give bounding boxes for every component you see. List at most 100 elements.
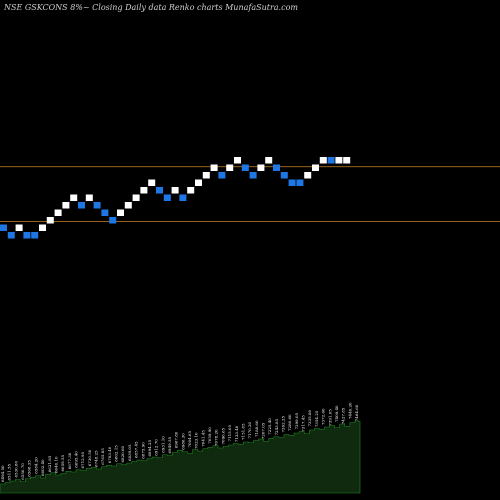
down-brick-12 — [93, 202, 101, 209]
down-brick-13 — [101, 209, 109, 216]
volume-label-34: 7115.05 — [227, 425, 232, 442]
volume-label-16: 6783.40 — [107, 446, 112, 463]
up-brick-22 — [171, 187, 179, 194]
down-brick-37 — [288, 179, 296, 186]
volume-label-10: 6677.30 — [67, 452, 72, 469]
down-brick-4 — [31, 232, 39, 239]
down-brick-28 — [218, 172, 226, 179]
up-brick-40 — [312, 164, 319, 171]
up-brick-39 — [304, 172, 312, 179]
volume-label-7: 6621.85 — [47, 455, 52, 472]
down-brick-36 — [280, 172, 288, 179]
up-brick-18 — [140, 187, 148, 194]
volume-label-0: 6494.50 — [0, 465, 5, 482]
volume-label-13: 6730.50 — [87, 449, 92, 466]
volume-label-6: 6602.40 — [40, 459, 45, 476]
volume-label-40: 7225.40 — [267, 418, 272, 435]
volume-label-36: 7151.85 — [240, 423, 245, 440]
volume-label-1: 6511.55 — [7, 464, 12, 481]
up-brick-6 — [46, 217, 54, 224]
down-brick-21 — [163, 194, 171, 201]
volume-label-12: 6712.95 — [80, 452, 85, 469]
up-brick-27 — [210, 164, 218, 171]
up-brick-33 — [257, 164, 265, 171]
down-brick-31 — [241, 164, 249, 171]
volume-label-11: 6695.40 — [73, 451, 78, 468]
up-brick-7 — [54, 209, 62, 216]
volume-label-18: 6820.60 — [120, 446, 125, 463]
down-brick-38 — [296, 179, 304, 186]
up-brick-24 — [187, 187, 195, 194]
up-brick-29 — [226, 164, 234, 171]
down-brick-10 — [78, 202, 85, 209]
volume-label-4: 6568.35 — [27, 460, 32, 477]
up-brick-8 — [62, 202, 70, 209]
up-brick-19 — [148, 179, 156, 186]
up-brick-26 — [202, 172, 210, 179]
volume-label-31: 7059.90 — [207, 427, 212, 444]
up-brick-25 — [195, 179, 202, 186]
up-brick-5 — [39, 224, 46, 231]
volume-label-20: 6857.45 — [134, 441, 139, 458]
up-brick-9 — [70, 194, 78, 201]
reference-lines — [0, 166, 500, 222]
up-brick-44 — [343, 157, 351, 164]
down-brick-35 — [273, 164, 280, 171]
volume-label-17: 6802.15 — [114, 445, 119, 462]
volume-label-51: 7427.85 — [341, 407, 346, 424]
volume-label-21: 6875.90 — [140, 442, 145, 459]
volume-label-32: 7078.20 — [214, 429, 219, 446]
volume-label-9: 6659.55 — [60, 455, 65, 472]
up-brick-15 — [117, 209, 124, 216]
up-brick-34 — [265, 157, 273, 164]
volume-label-14: 6748.25 — [94, 450, 99, 467]
volume-label-43: 7280.60 — [287, 414, 292, 431]
volume-label-49: 7391.05 — [327, 409, 332, 426]
renko-bricks — [0, 157, 351, 239]
volume-label-22: 6894.25 — [147, 440, 152, 457]
volume-label-50: 7409.40 — [334, 405, 339, 422]
down-brick-3 — [23, 232, 31, 239]
up-brick-16 — [124, 202, 132, 209]
chart-title: NSE GSKCONS 8%~ Closing Daily data Renko… — [3, 3, 298, 12]
volume-label-33: 7096.65 — [220, 428, 225, 445]
volume-label-41: 7243.85 — [274, 419, 279, 436]
down-brick-1 — [7, 232, 15, 239]
volume-label-27: 6986.30 — [180, 433, 185, 450]
volume-label-19: 6839.05 — [127, 444, 132, 461]
up-brick-43 — [335, 157, 343, 164]
volume-label-24: 6931.10 — [160, 436, 165, 453]
volume-label-26: 6967.80 — [174, 431, 179, 448]
volume-label-47: 7354.25 — [314, 410, 319, 427]
up-brick-2 — [15, 224, 23, 231]
volume-label-3: 6550.70 — [20, 463, 25, 480]
up-brick-41 — [319, 157, 327, 164]
up-brick-11 — [85, 194, 93, 201]
volume-label-28: 7004.65 — [187, 431, 192, 448]
volume-label-45: 7317.45 — [301, 415, 306, 432]
volume-label-44: 7299.05 — [294, 413, 299, 430]
volume-label-52: 7446.20 — [347, 402, 352, 419]
down-brick-23 — [179, 194, 187, 201]
volume-label-46: 7335.80 — [307, 410, 312, 427]
volume-label-2: 6530.80 — [13, 461, 18, 478]
volume-label-42: 7262.25 — [281, 416, 286, 433]
volume-label-29: 7023.10 — [194, 432, 199, 449]
volume-label-48: 7372.60 — [321, 408, 326, 425]
up-brick-17 — [132, 194, 140, 201]
down-brick-20 — [156, 187, 163, 194]
up-brick-30 — [234, 157, 241, 164]
volume-label-5: 6584.20 — [33, 457, 38, 474]
volume-label-30: 7041.45 — [200, 430, 205, 447]
volume-area — [0, 420, 361, 494]
down-brick-32 — [249, 172, 257, 179]
volume-label-25: 6949.55 — [167, 437, 172, 454]
down-brick-42 — [327, 157, 335, 164]
volume-label-8: 6640.10 — [53, 456, 58, 473]
volume-label-53: 7464.60 — [354, 404, 359, 421]
volume-label-15: 6765.85 — [100, 448, 105, 465]
volume-panel: 6494.50 6511.55 6530.80 6550.70 6568.35 6584.… — [0, 402, 361, 494]
volume-label-37: 7170.20 — [247, 422, 252, 439]
